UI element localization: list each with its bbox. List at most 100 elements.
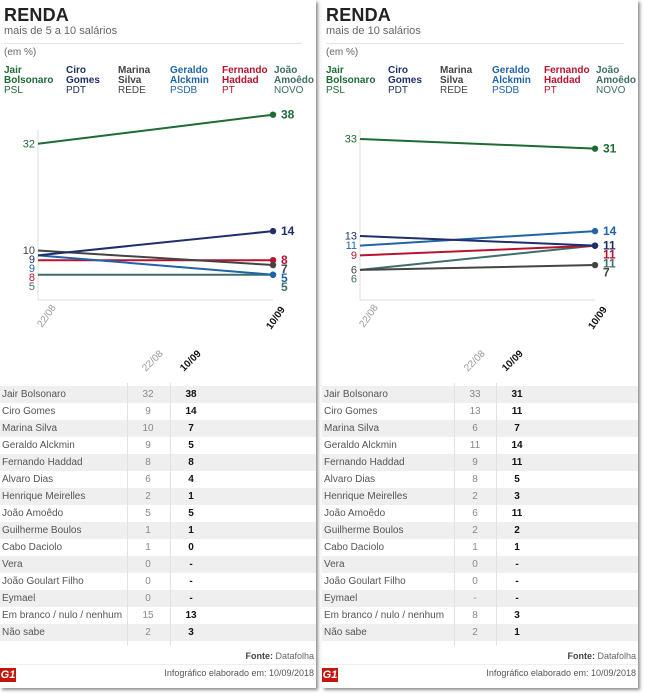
divider — [4, 43, 302, 44]
row-candidate-name: Guilherme Boulos — [324, 525, 404, 536]
row-candidate-name: Jair Bolsonaro — [324, 389, 388, 400]
row-candidate-name: João Goulart Filho — [324, 576, 406, 587]
legend: Jair Bolsonaro PSL Ciro Gomes PDT Marina Silva R… — [326, 66, 638, 102]
g1-logo: G1 — [0, 668, 16, 682]
row-candidate-name: João Amoêdo — [324, 508, 386, 519]
row-value-10-09: 14 — [185, 406, 197, 417]
legend-item-marina-silva: Marina Silva REDE — [440, 66, 472, 96]
data-label-joao-amoedo-10-09: 5 — [281, 280, 288, 294]
data-point-jair-bolsonaro-10-09 — [591, 145, 599, 152]
legend-last-name: Alckmin — [492, 75, 531, 86]
row-candidate-name: Eymael — [2, 593, 36, 604]
source-note: Fonte: Datafolha — [245, 651, 314, 661]
x-tick-label: 22/08 — [357, 303, 381, 330]
data-label-jair-bolsonaro-22-08: 32 — [23, 138, 35, 150]
data-point-geraldo-alckmin-10-09 — [591, 227, 599, 235]
footer-divider — [322, 664, 638, 665]
row-value-10-09: 0 — [188, 542, 194, 553]
chart-title: RENDA — [4, 5, 70, 25]
row-value-10-09: 5 — [188, 440, 194, 451]
row-value-10-09: 8 — [188, 457, 194, 468]
row-candidate-name: Geraldo Alckmin — [324, 440, 397, 451]
legend-first-name: Ciro — [388, 65, 408, 76]
table-column-header: 22/08 — [462, 348, 488, 374]
table-row: Ciro Gomes 9 14 — [0, 403, 316, 420]
source-label: Fonte: — [567, 651, 595, 661]
row-candidate-name: Jair Bolsonaro — [2, 389, 66, 400]
data-label-marina-silva-22-08: 10 — [23, 245, 35, 257]
series-line-geraldo-alckmin — [37, 254, 274, 276]
row-candidate-name: Em branco / nulo / nenhum — [324, 610, 445, 621]
row-value-22-08: 8 — [472, 610, 478, 621]
row-value-10-09: 5 — [514, 474, 520, 485]
series-line-ciro-gomes — [37, 230, 274, 257]
legend-item-jair-bolsonaro: Jair Bolsonaro PSL — [4, 66, 53, 96]
table-row: Jair Bolsonaro 32 38 — [0, 386, 316, 403]
row-value-10-09: 31 — [511, 389, 523, 400]
source-label: Fonte: — [245, 651, 273, 661]
row-value-22-08: - — [473, 593, 477, 604]
row-value-10-09: 3 — [514, 610, 520, 621]
row-value-22-08: 10 — [142, 423, 154, 434]
table-row: Cabo Daciolo 1 1 — [322, 539, 638, 556]
row-candidate-name: Alvaro Dias — [2, 474, 54, 485]
table-row: Geraldo Alckmin 11 14 — [322, 437, 638, 454]
row-value-22-08: 32 — [142, 389, 154, 400]
row-candidate-name: Marina Silva — [324, 423, 380, 434]
legend-first-name: João — [274, 65, 298, 76]
legend-party: PSDB — [492, 85, 520, 96]
row-value-10-09: 1 — [514, 542, 520, 553]
data-label-fernando-haddad-10-09: 8 — [281, 253, 288, 267]
table-row: Geraldo Alckmin 9 5 — [0, 437, 316, 454]
legend-item-joao-amoedo: João Amoêdo NOVO — [596, 66, 636, 96]
data-label-marina-silva-10-09: 7 — [603, 266, 610, 280]
legend-last-name: Amoêdo — [596, 75, 636, 86]
row-value-10-09: 11 — [511, 457, 523, 468]
legend-item-geraldo-alckmin: Geraldo Alckmin PSDB — [170, 66, 209, 96]
table-row: Guilherme Boulos 2 2 — [322, 522, 638, 539]
row-value-22-08: 0 — [145, 576, 151, 587]
legend-item-fernando-haddad: Fernando Haddad PT — [544, 66, 590, 96]
data-point-fernando-haddad-10-09 — [269, 257, 277, 264]
legend-party: REDE — [118, 85, 146, 96]
legend-party: PDT — [66, 85, 86, 96]
row-value-22-08: 8 — [472, 474, 478, 485]
legend-last-name: Silva — [118, 75, 142, 86]
row-value-22-08: 0 — [472, 576, 478, 587]
row-value-22-08: 1 — [472, 542, 478, 553]
row-value-10-09: 13 — [185, 610, 197, 621]
row-value-10-09: - — [189, 559, 193, 570]
g1-logo: G1 — [322, 668, 338, 682]
row-candidate-name: Vera — [324, 559, 345, 570]
legend-party: PDT — [388, 85, 408, 96]
data-label-geraldo-alckmin-10-09: 5 — [281, 271, 288, 285]
row-value-22-08: 0 — [145, 593, 151, 604]
data-label-marina-silva-10-09: 7 — [281, 262, 288, 276]
legend-first-name: Geraldo — [170, 65, 208, 76]
source-value: Datafolha — [275, 651, 314, 661]
row-value-22-08: 33 — [469, 389, 481, 400]
row-candidate-name: Não sabe — [2, 627, 45, 638]
data-label-ciro-gomes-10-09: 11 — [603, 239, 616, 253]
series-line-jair-bolsonaro — [37, 113, 274, 145]
data-label-jair-bolsonaro-10-09: 31 — [603, 142, 617, 156]
legend-last-name: Silva — [440, 75, 464, 86]
legend-last-name: Gomes — [388, 75, 422, 86]
legend: Jair Bolsonaro PSL Ciro Gomes PDT Marina Silva R… — [4, 66, 316, 102]
row-value-10-09: - — [189, 593, 193, 604]
row-candidate-name: Fernando Haddad — [2, 457, 83, 468]
row-value-10-09: 38 — [185, 389, 197, 400]
legend-first-name: Geraldo — [492, 65, 530, 76]
data-label-jair-bolsonaro-10-09: 38 — [281, 108, 295, 122]
data-label-fernando-haddad-22-08: 9 — [351, 250, 357, 262]
data-label-ciro-gomes-10-09: 14 — [281, 224, 295, 238]
table-row: Vera 0 - — [322, 556, 638, 573]
x-tick-label: 10/09 — [586, 305, 610, 332]
table-row: Guilherme Boulos 1 1 — [0, 522, 316, 539]
row-candidate-name: Não sabe — [324, 627, 367, 638]
table-column-header: 22/08 — [140, 348, 166, 374]
row-candidate-name: João Amoêdo — [2, 508, 64, 519]
row-value-10-09: 3 — [514, 491, 520, 502]
table-row: Alvaro Dias 6 4 — [0, 471, 316, 488]
